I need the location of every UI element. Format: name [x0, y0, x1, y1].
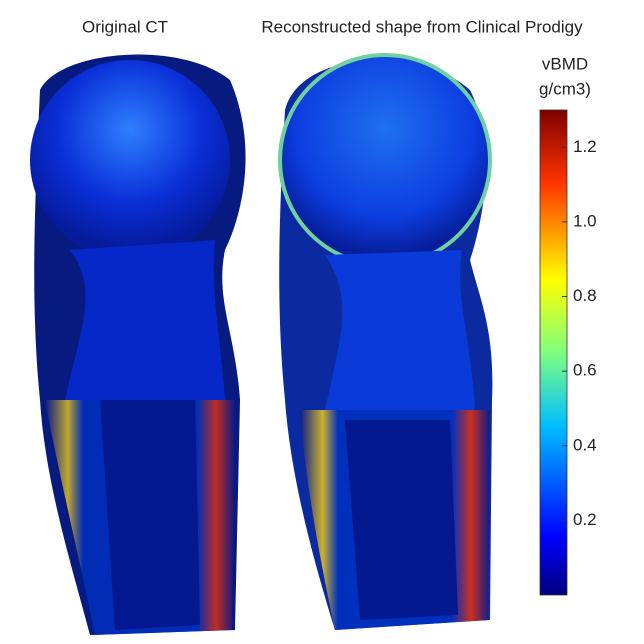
tick-label: 0.8 — [573, 286, 597, 305]
tick-label: 1.2 — [573, 137, 597, 156]
tick-label: 0.4 — [573, 435, 597, 454]
colorbar — [539, 109, 568, 596]
colorbar-label: vBMD — [542, 54, 588, 73]
panel-title: Reconstructed shape from Clinical Prodig… — [261, 17, 583, 36]
tick-label: 1.0 — [573, 211, 597, 230]
colorbar-label: g/cm3) — [539, 79, 591, 98]
ct-image — [30, 54, 246, 636]
tick-label: 0.6 — [573, 361, 597, 380]
reconstruction-image — [278, 53, 493, 630]
panel-title: Original CT — [82, 17, 168, 36]
tick-label: 0.2 — [573, 510, 597, 529]
